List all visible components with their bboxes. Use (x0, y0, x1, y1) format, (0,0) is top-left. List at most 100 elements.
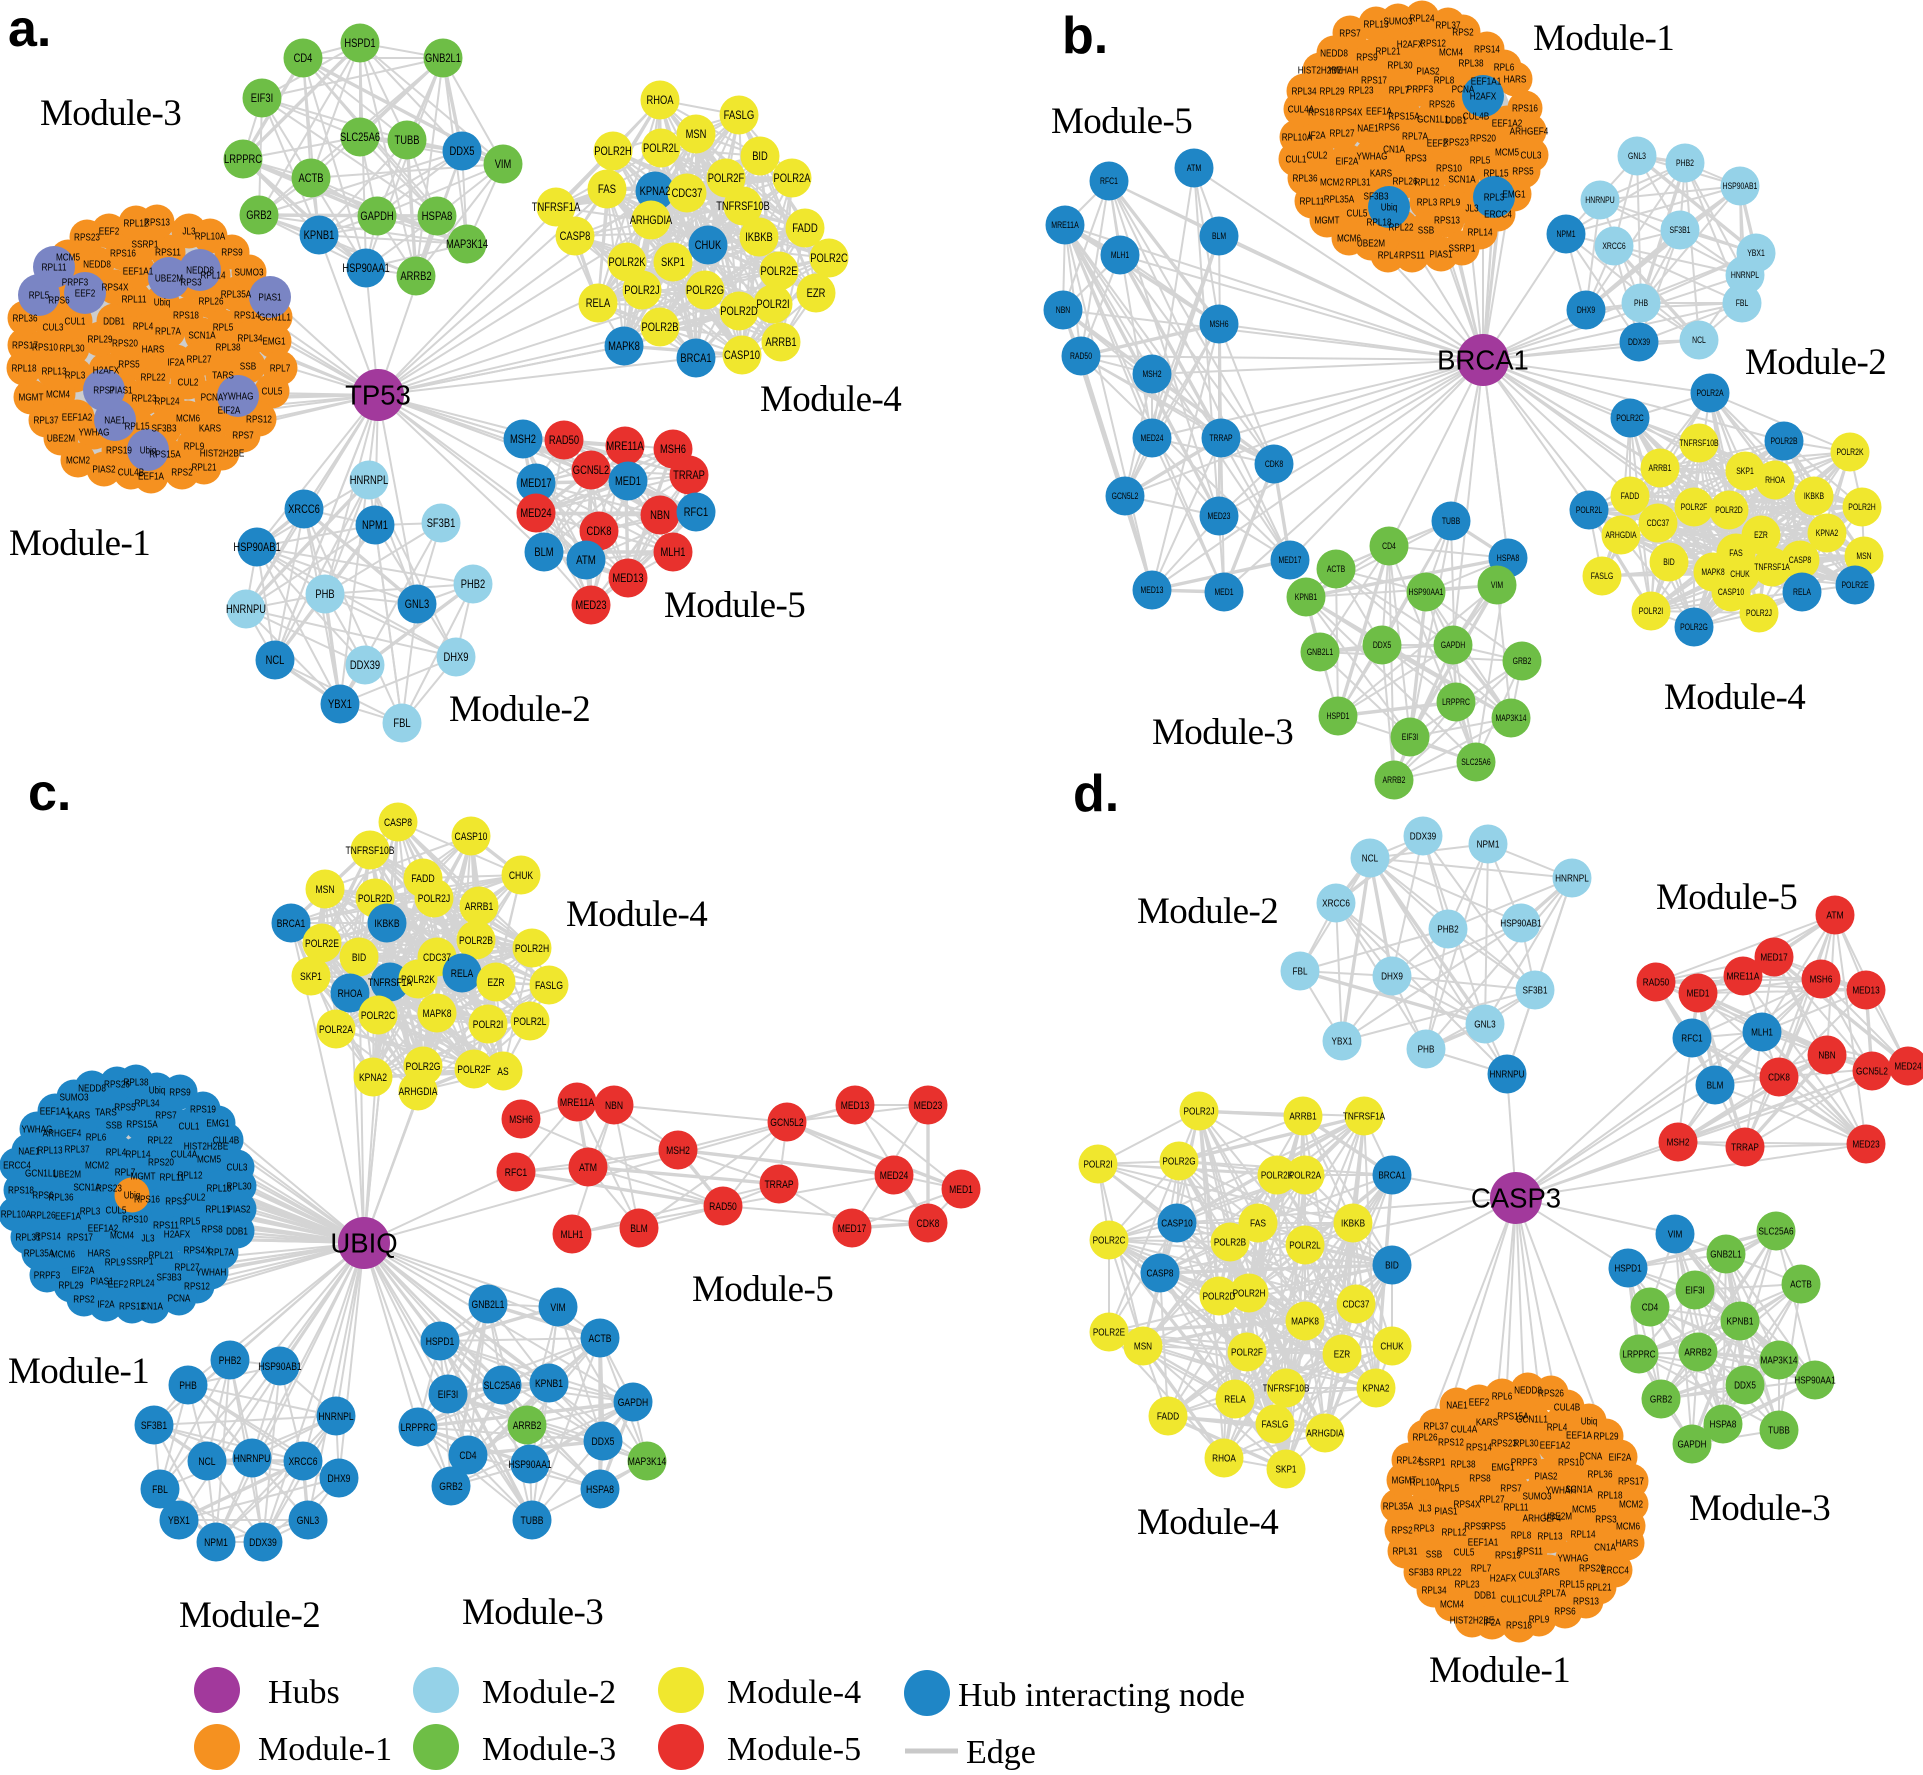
svg-text:CUL2: CUL2 (1522, 1593, 1543, 1605)
svg-text:RPL7A: RPL7A (1540, 1588, 1566, 1600)
svg-text:RPL8: RPL8 (1511, 1530, 1532, 1542)
svg-text:RPL9: RPL9 (184, 441, 205, 453)
svg-text:IKBKB: IKBKB (1804, 491, 1824, 501)
svg-text:RPL18: RPL18 (1598, 1490, 1623, 1502)
svg-text:GRB2: GRB2 (1650, 1394, 1672, 1406)
svg-text:RPL35A: RPL35A (24, 1248, 55, 1260)
svg-text:RPL13: RPL13 (38, 1145, 63, 1157)
svg-text:MED1: MED1 (615, 474, 641, 488)
svg-text:RPS18: RPS18 (173, 310, 199, 322)
svg-text:MSH2: MSH2 (1667, 1137, 1690, 1149)
svg-text:PRPF3: PRPF3 (62, 277, 89, 289)
svg-text:CUL4A: CUL4A (1451, 1424, 1477, 1436)
svg-text:RPL27: RPL27 (1480, 1494, 1505, 1506)
svg-text:H2AFX: H2AFX (1470, 91, 1496, 103)
svg-text:CASP3: CASP3 (1471, 1183, 1561, 1214)
svg-text:GAPDH: GAPDH (1441, 640, 1465, 650)
svg-text:VIM: VIM (1491, 580, 1503, 590)
svg-text:RPL34: RPL34 (1422, 1585, 1447, 1597)
svg-text:PRPF3: PRPF3 (34, 1270, 61, 1282)
svg-text:RPL35A: RPL35A (1383, 1501, 1414, 1513)
svg-text:ACTB: ACTB (589, 1333, 612, 1345)
svg-text:RELA: RELA (451, 968, 474, 980)
svg-text:MED17: MED17 (838, 1223, 867, 1235)
svg-text:MED17: MED17 (1760, 952, 1787, 964)
svg-text:HSP90AA1: HSP90AA1 (508, 1459, 551, 1471)
svg-text:SKP1: SKP1 (1276, 1464, 1297, 1476)
svg-text:DHX9: DHX9 (1577, 305, 1595, 315)
svg-text:BLM: BLM (630, 1223, 648, 1235)
svg-text:RPL27: RPL27 (175, 1262, 200, 1274)
svg-text:RPS14: RPS14 (1466, 1442, 1492, 1454)
svg-text:FADD: FADD (411, 873, 434, 885)
svg-text:RPL22: RPL22 (141, 372, 166, 384)
svg-text:MAP3K14: MAP3K14 (1761, 1355, 1798, 1367)
svg-text:FAS: FAS (1250, 1218, 1266, 1230)
svg-text:FBL: FBL (1293, 966, 1308, 978)
svg-text:MSH6: MSH6 (660, 442, 686, 456)
svg-text:EIF2A: EIF2A (218, 405, 241, 417)
svg-text:RPL15: RPL15 (1484, 168, 1509, 180)
svg-text:TP53: TP53 (345, 380, 411, 411)
svg-text:PHB: PHB (315, 587, 334, 601)
svg-text:CUL3: CUL3 (227, 1162, 248, 1174)
svg-text:NEDD8: NEDD8 (83, 259, 111, 271)
svg-text:EIF2A: EIF2A (1336, 156, 1359, 168)
svg-text:RPL6: RPL6 (1494, 62, 1515, 74)
svg-text:GNL3: GNL3 (405, 597, 430, 611)
svg-text:RPL10A: RPL10A (1410, 1477, 1441, 1489)
svg-text:HSP90AA1: HSP90AA1 (1409, 587, 1444, 597)
svg-text:Module-3: Module-3 (482, 1731, 616, 1768)
svg-text:MCM6: MCM6 (51, 1249, 75, 1261)
svg-text:MED13: MED13 (1852, 985, 1879, 997)
svg-text:DDX39: DDX39 (1628, 337, 1650, 347)
svg-text:RELA: RELA (1224, 1394, 1245, 1406)
svg-text:ARHGDIA: ARHGDIA (398, 1086, 438, 1098)
svg-text:POLR2K: POLR2K (609, 255, 646, 269)
svg-text:DDX5: DDX5 (1734, 1380, 1756, 1392)
svg-text:Edge: Edge (966, 1734, 1036, 1771)
svg-text:CN1A: CN1A (141, 1301, 163, 1313)
svg-text:RFC1: RFC1 (505, 1167, 527, 1179)
svg-text:MED24: MED24 (1894, 1061, 1921, 1073)
svg-text:FBL: FBL (393, 716, 410, 730)
svg-text:CDC37: CDC37 (423, 952, 451, 964)
svg-text:VIM: VIM (550, 1302, 565, 1314)
svg-text:RPL27: RPL27 (187, 354, 212, 366)
svg-text:HSPD1: HSPD1 (426, 1336, 455, 1348)
svg-text:RPS17: RPS17 (12, 340, 38, 352)
svg-text:GCN1L1: GCN1L1 (1516, 1414, 1548, 1426)
svg-text:PCNA: PCNA (201, 392, 224, 404)
svg-text:FAS: FAS (1729, 548, 1743, 558)
svg-text:MAPK8: MAPK8 (608, 339, 640, 353)
svg-text:CUL5: CUL5 (1347, 208, 1368, 220)
svg-text:Ubiq: Ubiq (149, 1085, 166, 1097)
svg-text:MCM2: MCM2 (85, 1160, 109, 1172)
svg-text:LRPPRC: LRPPRC (224, 152, 262, 166)
svg-text:MSN: MSN (1134, 1341, 1152, 1353)
svg-text:NCL: NCL (1362, 853, 1379, 865)
svg-text:PHB: PHB (1418, 1044, 1435, 1056)
svg-text:RPL26: RPL26 (199, 296, 224, 308)
svg-text:BRCA1: BRCA1 (1437, 345, 1529, 376)
svg-text:GNL3: GNL3 (1628, 151, 1646, 161)
svg-text:GNL3: GNL3 (297, 1515, 319, 1527)
svg-text:IF2A: IF2A (1483, 1617, 1500, 1629)
svg-text:TNFRSF1A: TNFRSF1A (1343, 1111, 1385, 1123)
svg-text:PIAS1: PIAS1 (1434, 1506, 1457, 1518)
svg-text:MAPK8: MAPK8 (1291, 1316, 1319, 1328)
svg-text:POLR2L: POLR2L (514, 1016, 547, 1028)
svg-text:CUL4B: CUL4B (213, 1135, 239, 1147)
svg-text:YBX1: YBX1 (1332, 1036, 1353, 1048)
svg-text:RPL37: RPL37 (65, 1144, 90, 1156)
svg-text:RPL23: RPL23 (1455, 1579, 1480, 1591)
svg-text:JL3: JL3 (182, 226, 195, 238)
svg-text:SLC25A6: SLC25A6 (340, 130, 380, 144)
svg-text:NCL: NCL (1692, 335, 1706, 345)
svg-text:EEF1A2: EEF1A2 (1540, 1440, 1571, 1452)
svg-text:CDK8: CDK8 (1768, 1072, 1790, 1084)
svg-text:RPL31: RPL31 (16, 1232, 41, 1244)
svg-text:RPL37: RPL37 (34, 415, 59, 427)
svg-text:ATM: ATM (579, 1162, 597, 1174)
svg-text:a.: a. (8, 0, 51, 58)
